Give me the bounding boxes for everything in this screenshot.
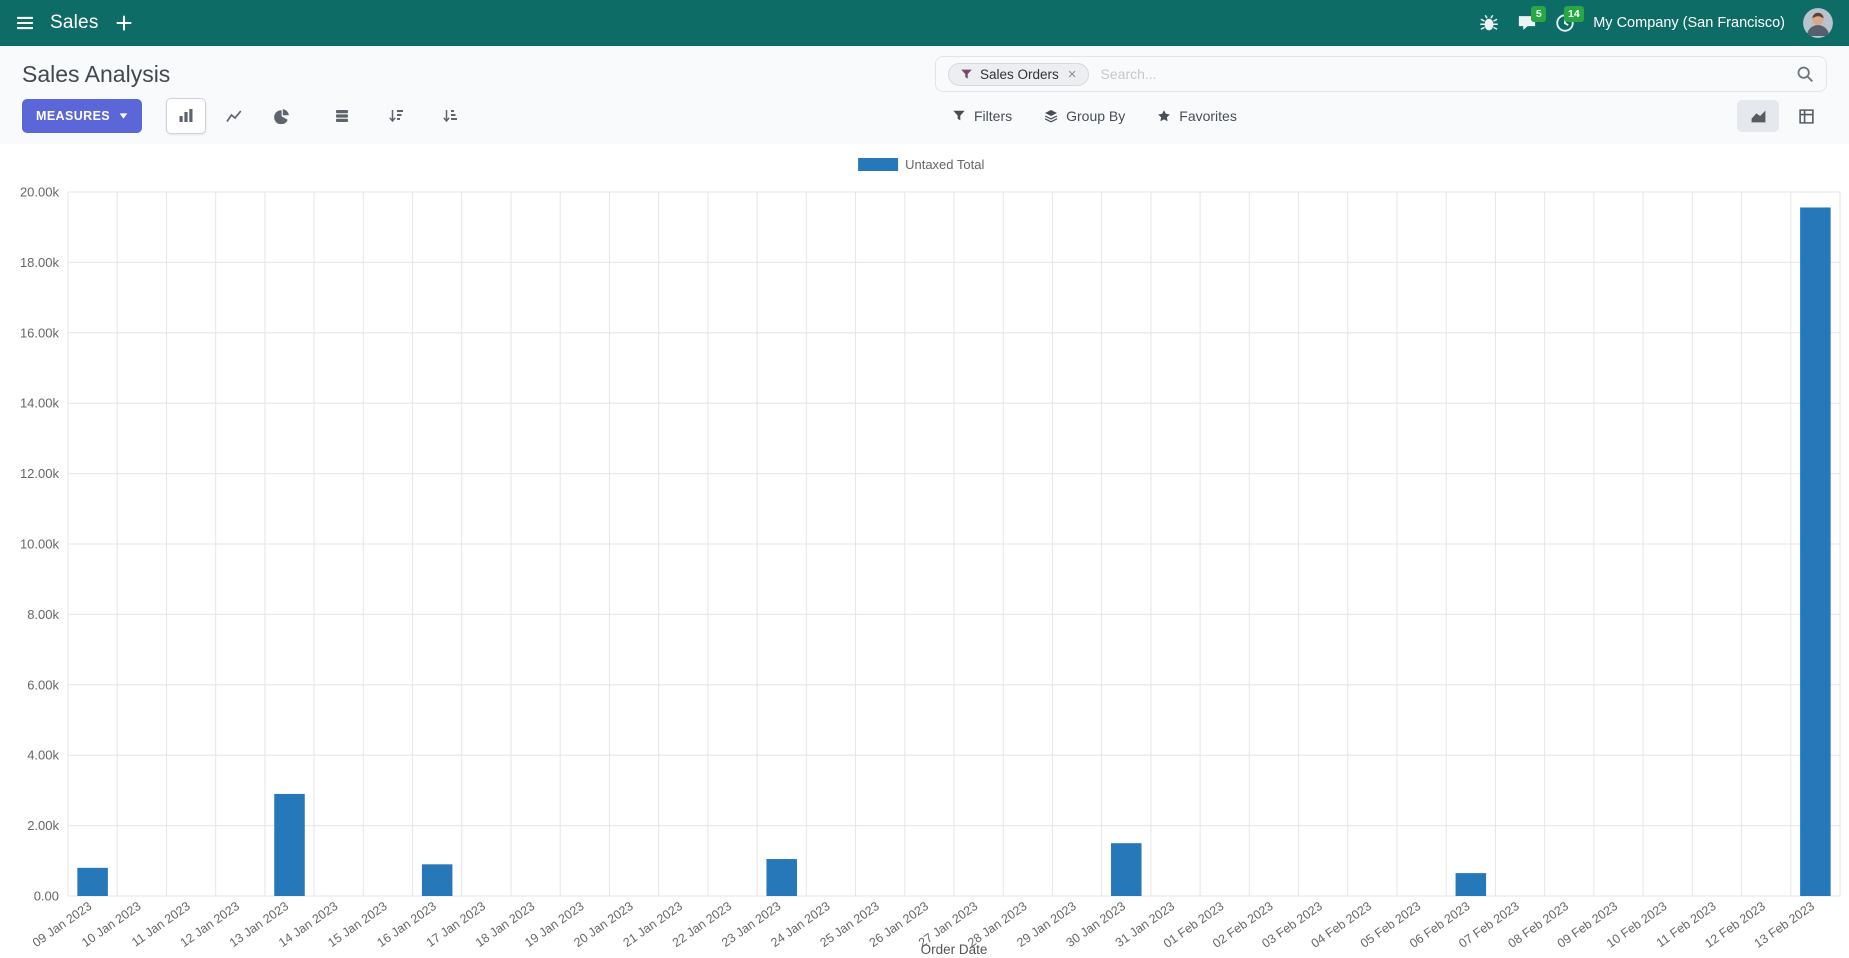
view-switcher bbox=[1737, 100, 1827, 132]
sort-ascending-button[interactable] bbox=[430, 98, 470, 134]
search-icon[interactable] bbox=[1796, 65, 1814, 83]
chart-options-group bbox=[322, 98, 470, 134]
top-navbar: Sales 5 14 My Company (San Francisco) bbox=[0, 0, 1849, 46]
chevron-down-icon bbox=[119, 113, 128, 119]
filter-funnel-icon bbox=[960, 68, 973, 81]
svg-text:12.00k: 12.00k bbox=[20, 466, 60, 481]
svg-text:Untaxed Total: Untaxed Total bbox=[905, 157, 984, 172]
facet-label: Sales Orders bbox=[980, 66, 1059, 82]
layers-icon bbox=[1044, 110, 1058, 123]
favorites-label: Favorites bbox=[1179, 108, 1237, 124]
page-title: Sales Analysis bbox=[22, 60, 171, 87]
measures-label: MEASURES bbox=[36, 109, 111, 123]
navbar-left: Sales bbox=[16, 12, 133, 34]
search-facet-sales-orders[interactable]: Sales Orders × bbox=[948, 62, 1089, 86]
area-chart-icon bbox=[1751, 110, 1765, 122]
stacked-toggle-button[interactable] bbox=[322, 98, 362, 134]
control-panel: Sales Analysis Sales Orders × MEASURES bbox=[0, 46, 1849, 144]
graph-view-button[interactable] bbox=[1737, 100, 1779, 132]
favorites-button[interactable]: Favorites bbox=[1157, 108, 1237, 124]
apps-menu-icon[interactable] bbox=[16, 14, 34, 32]
svg-text:2.00k: 2.00k bbox=[27, 818, 59, 833]
star-icon bbox=[1158, 110, 1171, 122]
search-input[interactable] bbox=[1098, 65, 1786, 83]
messages-badge: 5 bbox=[1531, 6, 1547, 22]
svg-text:4.00k: 4.00k bbox=[27, 748, 59, 763]
pivot-table-icon bbox=[1798, 108, 1814, 124]
filter-funnel-icon bbox=[953, 110, 965, 121]
svg-text:20.00k: 20.00k bbox=[20, 185, 60, 200]
chart-type-group bbox=[166, 98, 302, 134]
group-by-label: Group By bbox=[1066, 108, 1126, 124]
sales-analysis-bar-chart[interactable]: 0.00 2.00k 4.00k 6.00k 8.00k 10.00k 12.00k 14.0… bbox=[0, 144, 1849, 958]
search-bar[interactable]: Sales Orders × bbox=[935, 56, 1827, 92]
bar-chart-button[interactable] bbox=[166, 98, 207, 134]
activities-clock-icon[interactable]: 14 bbox=[1555, 6, 1585, 33]
messages-icon[interactable]: 5 bbox=[1517, 6, 1547, 33]
group-by-button[interactable]: Group By bbox=[1044, 108, 1125, 124]
chart-area: 0.00 2.00k 4.00k 6.00k 8.00k 10.00k 12.00k 14.0… bbox=[0, 144, 1849, 958]
svg-text:8.00k: 8.00k bbox=[27, 607, 59, 622]
user-avatar[interactable] bbox=[1803, 8, 1833, 38]
svg-text:0.00: 0.00 bbox=[34, 889, 59, 904]
line-chart-button[interactable] bbox=[214, 98, 254, 134]
svg-text:6.00k: 6.00k bbox=[27, 677, 59, 692]
measures-button[interactable]: MEASURES bbox=[22, 99, 143, 133]
svg-text:Order Date: Order Date bbox=[921, 942, 988, 957]
svg-text:16.00k: 16.00k bbox=[20, 325, 60, 340]
plus-icon[interactable] bbox=[115, 14, 133, 32]
bug-icon[interactable] bbox=[1479, 13, 1499, 33]
navbar-right: 5 14 My Company (San Francisco) bbox=[1479, 6, 1833, 38]
company-switcher[interactable]: My Company (San Francisco) bbox=[1593, 15, 1785, 31]
app-name[interactable]: Sales bbox=[50, 12, 99, 33]
sort-descending-button[interactable] bbox=[376, 98, 416, 134]
activities-badge: 14 bbox=[1563, 6, 1585, 22]
pie-chart-button[interactable] bbox=[262, 98, 302, 134]
filters-button[interactable]: Filters bbox=[952, 108, 1012, 124]
svg-text:14.00k: 14.00k bbox=[20, 396, 60, 411]
svg-text:10.00k: 10.00k bbox=[20, 537, 60, 552]
search-options-group: Filters Group By Favorites bbox=[952, 108, 1237, 124]
facet-remove-icon[interactable]: × bbox=[1067, 65, 1077, 83]
svg-text:18.00k: 18.00k bbox=[20, 255, 60, 270]
pivot-view-button[interactable] bbox=[1785, 100, 1827, 132]
filters-label: Filters bbox=[974, 108, 1013, 124]
